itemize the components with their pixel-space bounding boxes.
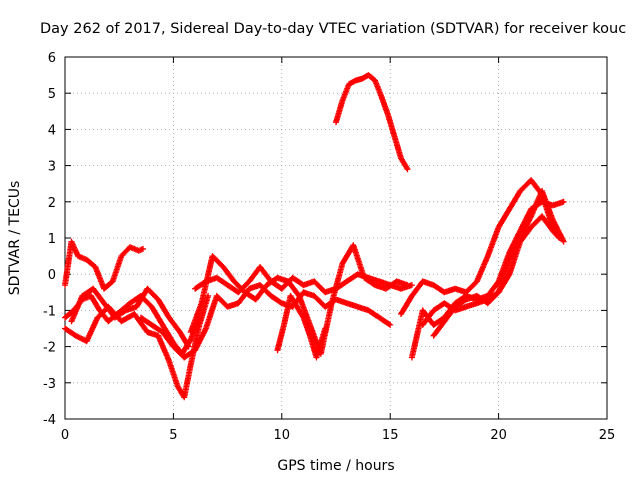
plus-markers [333,72,411,173]
y-tick-label: 5 [48,87,56,102]
series-arc-4 [68,285,192,350]
x-tick-label: 25 [599,428,616,443]
axis-ticks: 0 5 10 15 20 25 -4 -3 -2 -1 0 1 2 3 4 5 6 [43,51,615,443]
series-arc-5 [137,282,394,361]
y-tick-label: 3 [48,160,56,175]
y-tick-label: -4 [43,413,56,428]
series-arc-9 [333,72,411,173]
plus-markers [62,292,203,357]
plus-markers [274,292,329,361]
series-arc-8 [274,292,329,361]
series-arc-13 [430,213,563,339]
x-tick-label: 0 [61,428,69,443]
x-tick-label: 20 [490,428,507,443]
y-tick-label: -1 [43,304,56,319]
series-arc-7 [192,264,415,296]
chart-title: Day 262 of 2017, Sidereal Day-to-day VTE… [40,21,626,37]
y-tick-label: 6 [48,51,56,66]
plus-markers [68,285,192,350]
y-tick-label: -3 [43,377,56,392]
y-tick-label: 1 [48,232,56,247]
series-arc-1 [62,238,146,292]
x-axis-label: GPS time / hours [277,458,394,474]
y-tick-label: 4 [48,123,56,138]
y-tick-label: 0 [48,268,56,283]
series-arc-3 [62,292,203,357]
x-tick-label: 15 [382,428,399,443]
y-tick-label: -2 [43,341,56,356]
plus-markers [137,282,394,361]
y-tick-label: 2 [48,196,56,211]
x-tick-label: 10 [274,428,291,443]
data-points [62,72,567,401]
y-axis-label: SDTVAR / TECUs [7,181,23,296]
plus-markers [192,264,415,296]
x-tick-label: 5 [169,428,177,443]
plus-markers [430,213,563,339]
plus-markers [62,238,146,292]
